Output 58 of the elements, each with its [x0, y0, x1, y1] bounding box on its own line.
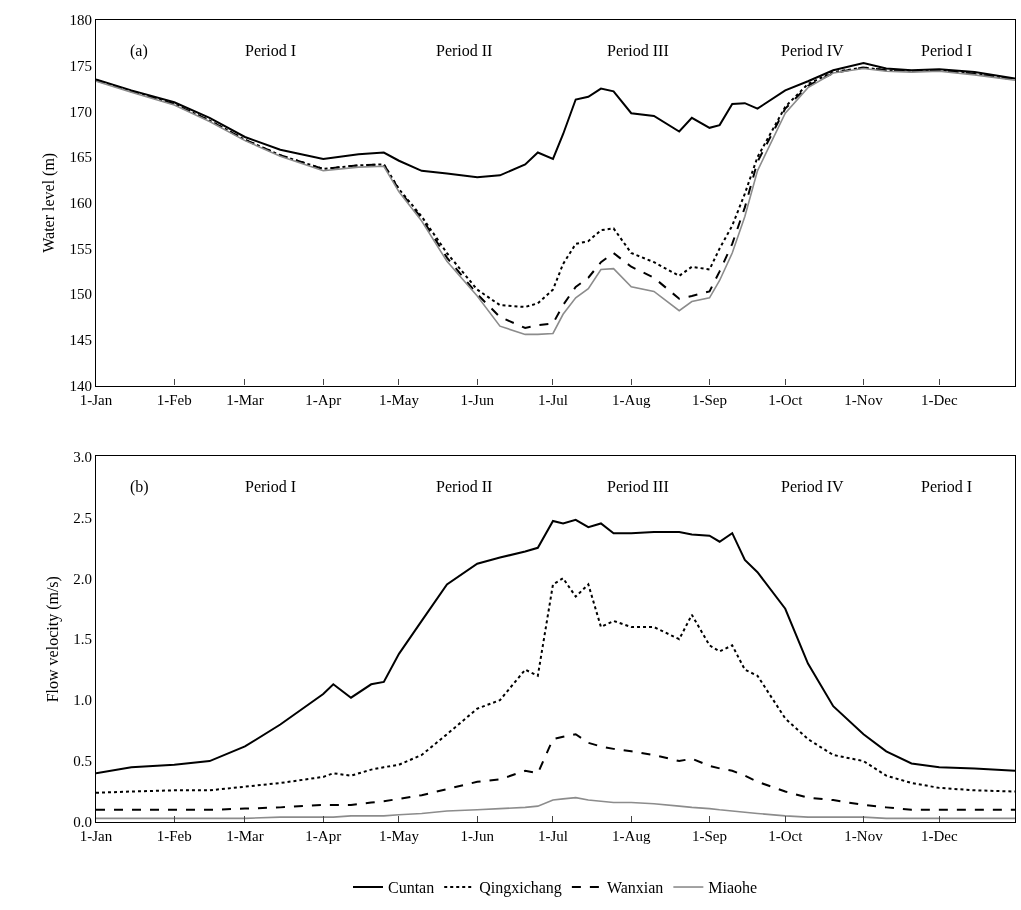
x-tick-label: 1-Jan	[79, 391, 113, 408]
annotation: Period I	[245, 478, 297, 495]
y-tick-label: 2.5	[73, 509, 92, 526]
legend-label: Wanxian	[606, 879, 664, 897]
y-tick-label: 160	[69, 195, 92, 212]
x-tick-label: 1-Jun	[460, 828, 495, 845]
y-tick-label: 155	[69, 240, 92, 257]
legend-label: Miaohe	[708, 879, 758, 897]
annotation: Period I	[921, 42, 973, 59]
legend-label: Qingxichang	[479, 879, 562, 898]
annotation: Period I	[245, 42, 297, 59]
y-tick-label: 2.0	[73, 570, 92, 587]
annotation: Period IV	[781, 478, 845, 495]
y-tick-label: 140	[69, 377, 92, 394]
y-tick-label: 150	[69, 286, 92, 303]
annotation: Period III	[607, 42, 669, 59]
annotation: (a)	[130, 42, 148, 60]
x-tick-label: 1-Nov	[844, 828, 884, 845]
y-tick-label: 1.0	[73, 692, 92, 709]
x-tick-label: 1-Aug	[612, 391, 651, 408]
y-tick-label: 170	[69, 103, 92, 120]
x-tick-label: 1-Jul	[537, 391, 568, 408]
y-tick-label: 3.0	[73, 448, 92, 465]
x-tick-label: 1-Jan	[79, 828, 113, 845]
y-tick-label: 1.5	[73, 631, 92, 648]
y-tick-label: 0.5	[73, 753, 92, 770]
annotation: Period I	[921, 478, 973, 495]
x-tick-label: 1-Mar	[226, 828, 264, 845]
y-tick-label: 175	[69, 57, 92, 74]
y-tick-label: 165	[69, 149, 92, 166]
annotation: (b)	[130, 478, 149, 496]
x-tick-label: 1-Nov	[844, 391, 884, 408]
x-tick-label: 1-Jun	[460, 391, 495, 408]
x-tick-label: 1-Feb	[156, 828, 192, 845]
x-tick-label: 1-May	[378, 391, 420, 408]
x-tick-label: 1-Oct	[768, 391, 804, 408]
x-tick-label: 1-Mar	[226, 391, 264, 408]
legend-label: Cuntan	[388, 879, 435, 897]
x-tick-label: 1-Apr	[305, 828, 342, 845]
y-tick-label: 145	[69, 332, 92, 349]
y-tick-label: 180	[69, 12, 92, 29]
y-axis-title: Flow velocity (m/s)	[44, 576, 63, 703]
annotation: Period II	[436, 42, 493, 59]
y-axis-title: Water level (m)	[40, 152, 59, 253]
annotation: Period IV	[781, 42, 845, 59]
x-tick-label: 1-Aug	[612, 828, 651, 845]
annotation: Period III	[607, 478, 669, 495]
x-tick-label: 1-Dec	[920, 828, 958, 845]
x-tick-label: 1-Sep	[692, 391, 728, 408]
x-tick-label: 1-Jul	[537, 828, 568, 845]
x-tick-label: 1-Sep	[692, 828, 728, 845]
x-tick-label: 1-May	[378, 828, 420, 845]
annotation: Period II	[436, 478, 493, 495]
y-tick-label: 0.0	[73, 814, 92, 831]
x-tick-label: 1-Feb	[156, 391, 192, 408]
x-tick-label: 1-Dec	[920, 391, 958, 408]
x-tick-label: 1-Apr	[305, 391, 342, 408]
x-tick-label: 1-Oct	[768, 828, 804, 845]
